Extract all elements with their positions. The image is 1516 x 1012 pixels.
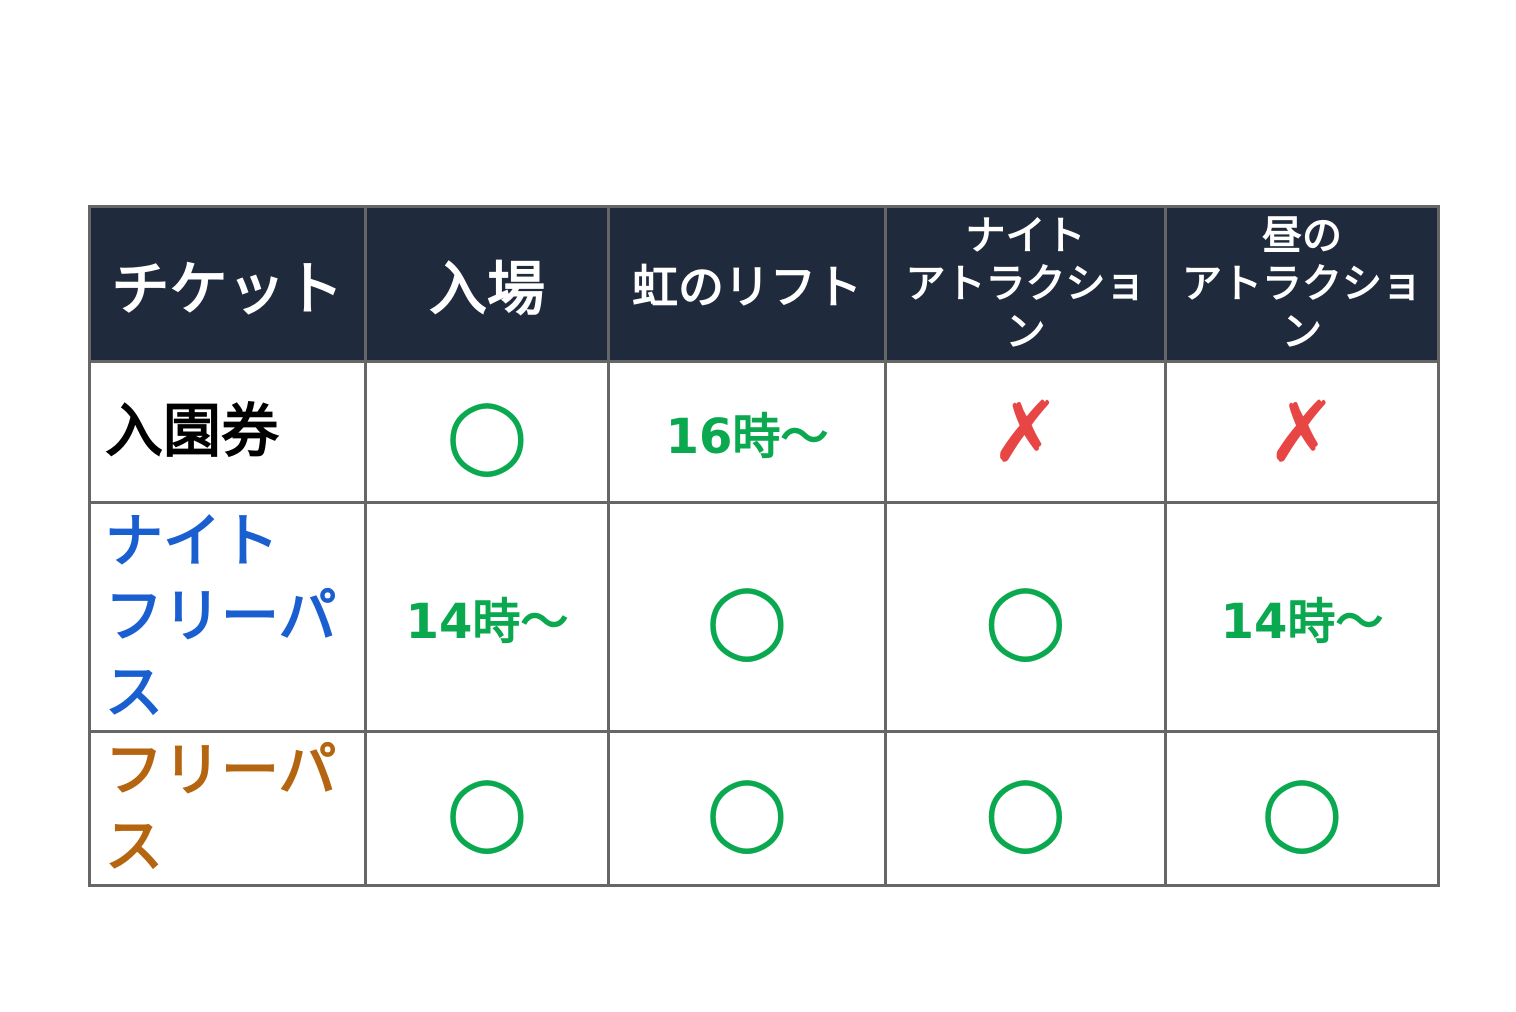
row-label-free-pass: フリーパス [88,730,367,887]
table-row: 入園券 ○ 16時〜 ✗ ✗ [88,360,1440,504]
label-line: ナイト [105,507,280,575]
header-line: ナイト [965,213,1086,259]
circle-icon: ○ [983,752,1068,865]
cell: ✗ [884,360,1167,504]
table-row: フリーパス ○ ○ ○ ○ [88,730,1440,887]
ticket-comparison-table: チケット 入場 虹のリフト ナイト アトラクション 昼の アトラクション 入園券… [88,205,1440,887]
circle-icon: ○ [1260,752,1344,865]
header-night-attraction: ナイト アトラクション [884,205,1167,363]
cross-icon: ✗ [990,383,1061,481]
circle-icon: ○ [705,561,789,674]
cell: ○ [364,360,610,504]
time-text: 14時〜 [1220,594,1384,651]
cell: ○ [1164,730,1440,887]
cell: ○ [607,730,887,887]
time-text: 16時〜 [665,409,829,465]
circle-icon: ○ [705,752,789,865]
time-text: 14時〜 [405,594,569,651]
header-row: チケット 入場 虹のリフト ナイト アトラクション 昼の アトラクション [88,205,1440,363]
cell: 14時〜 [364,500,610,734]
cross-icon: ✗ [1266,383,1338,481]
header-rainbow-lift: 虹のリフト [607,205,887,363]
circle-icon: ○ [983,561,1068,674]
header-line: 昼の [1262,213,1342,259]
header-line: アトラクション [905,261,1146,355]
header-line: アトラクション [1182,261,1422,355]
cell: 16時〜 [607,360,887,504]
header-ticket: チケット [88,205,367,363]
cell: ✗ [1164,360,1440,504]
header-entry: 入場 [364,205,610,363]
cell: ○ [884,500,1167,734]
cell: ○ [364,730,610,887]
header-day-attraction: 昼の アトラクション [1164,205,1440,363]
row-label-admission: 入園券 [88,360,367,504]
label-line: フリーパス [105,582,337,726]
circle-icon: ○ [445,376,529,488]
row-label-night-free-pass: ナイト フリーパス [88,500,367,734]
circle-icon: ○ [445,752,529,865]
cell: ○ [607,500,887,734]
cell: 14時〜 [1164,500,1440,734]
table-row: ナイト フリーパス 14時〜 ○ ○ 14時〜 [88,500,1440,734]
cell: ○ [884,730,1167,887]
